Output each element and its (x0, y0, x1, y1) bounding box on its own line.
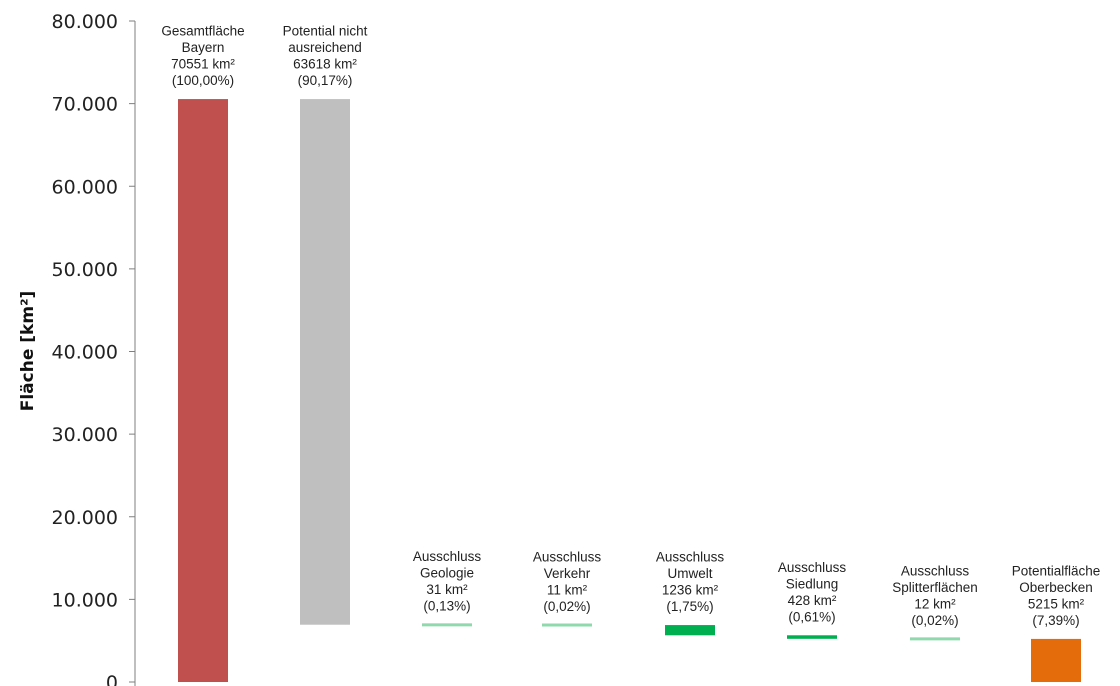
bar-label-line: Geologie (420, 566, 474, 581)
bar-label-line: Oberbecken (1019, 580, 1093, 595)
bar (1031, 638, 1081, 682)
bar (422, 623, 472, 627)
bar-label-line: 1236 km² (662, 583, 719, 598)
bar-label-line: Potentialfläche (1012, 563, 1101, 578)
bars (178, 99, 1081, 682)
bar-label-line: Siedlung (786, 576, 839, 591)
bar-label-line: Ausschluss (533, 549, 602, 564)
bar-label-line: Ausschluss (901, 563, 970, 578)
bar-data-label: Potential nicht ausreichend 63618 km² (90,1… (283, 24, 368, 89)
bar-label-line: ausreichend (288, 40, 362, 55)
bar-data-label: Ausschluss Umwelt 1236 km² (1,75%) (656, 550, 725, 615)
bar-label-line: Splitterflächen (892, 580, 978, 595)
bar-label-line: Verkehr (544, 566, 591, 581)
y-tick-label: 40.000 (52, 342, 118, 364)
y-tick-labels: 0 10.000 20.000 30.000 40.000 50.000 60.000 70.… (52, 11, 118, 686)
bar-label-line: 63618 km² (293, 57, 357, 72)
y-axis-label: Fläche [km²] (18, 291, 38, 412)
bar (542, 623, 592, 627)
bar-labels: Gesamtfläche Bayern 70551 km² (100,00%) Pote… (161, 24, 1100, 628)
y-tick-label: 70.000 (52, 94, 118, 116)
bar-label-line: Ausschluss (778, 560, 847, 575)
bar-label-line: Umwelt (667, 566, 712, 581)
bar-label-line: (0,02%) (543, 599, 590, 614)
bar-label-line: (100,00%) (172, 73, 234, 88)
bar-data-label: Ausschluss Geologie 31 km² (0,13%) (413, 549, 482, 614)
y-tick-label: 30.000 (52, 424, 118, 446)
bar-label-line: 11 km² (547, 582, 588, 597)
y-tick-label: 80.000 (52, 11, 118, 33)
bar-data-label: Ausschluss Verkehr 11 km² (0,02%) (533, 549, 602, 614)
bar-data-label: Ausschluss Siedlung 428 km² (0,61%) (778, 560, 847, 625)
bar-label-line: 31 km² (426, 582, 468, 597)
bar-label-line: (7,39%) (1032, 613, 1079, 628)
bar-label-line: (90,17%) (298, 73, 353, 88)
y-tick-label: 20.000 (52, 507, 118, 529)
y-tick-label: 0 (106, 672, 118, 686)
bar (910, 637, 960, 641)
bar-label-line: Ausschluss (656, 550, 725, 565)
bar-label-line: 428 km² (788, 593, 837, 608)
bar-label-line: Ausschluss (413, 549, 482, 564)
y-axis (129, 20, 136, 686)
bar (787, 635, 837, 639)
y-tick-label: 50.000 (52, 259, 118, 281)
bar-label-line: Bayern (182, 40, 225, 55)
bar-label-line: Potential nicht (283, 24, 368, 39)
bar-label-line: 12 km² (914, 596, 956, 611)
bar-label-line: Gesamtfläche (161, 24, 244, 39)
bar-data-label: Gesamtfläche Bayern 70551 km² (100,00%) (161, 24, 244, 89)
bar-data-label: Potentialfläche Oberbecken 5215 km² (7,39%) (1012, 563, 1101, 628)
bar-label-line: (1,75%) (666, 599, 713, 614)
bar-data-label: Ausschluss Splitterflächen 12 km² (0,02%) (892, 563, 978, 628)
bar (300, 99, 350, 625)
bar (665, 625, 715, 636)
bar-label-line: 70551 km² (171, 57, 235, 72)
bar-label-line: (0,61%) (788, 609, 835, 624)
bar-label-line: (0,02%) (911, 613, 958, 628)
bar-label-line: (0,13%) (423, 599, 470, 614)
bar-label-line: 5215 km² (1028, 596, 1085, 611)
bar (178, 99, 228, 682)
y-tick-label: 60.000 (52, 176, 118, 198)
y-tick-label: 10.000 (52, 589, 118, 611)
